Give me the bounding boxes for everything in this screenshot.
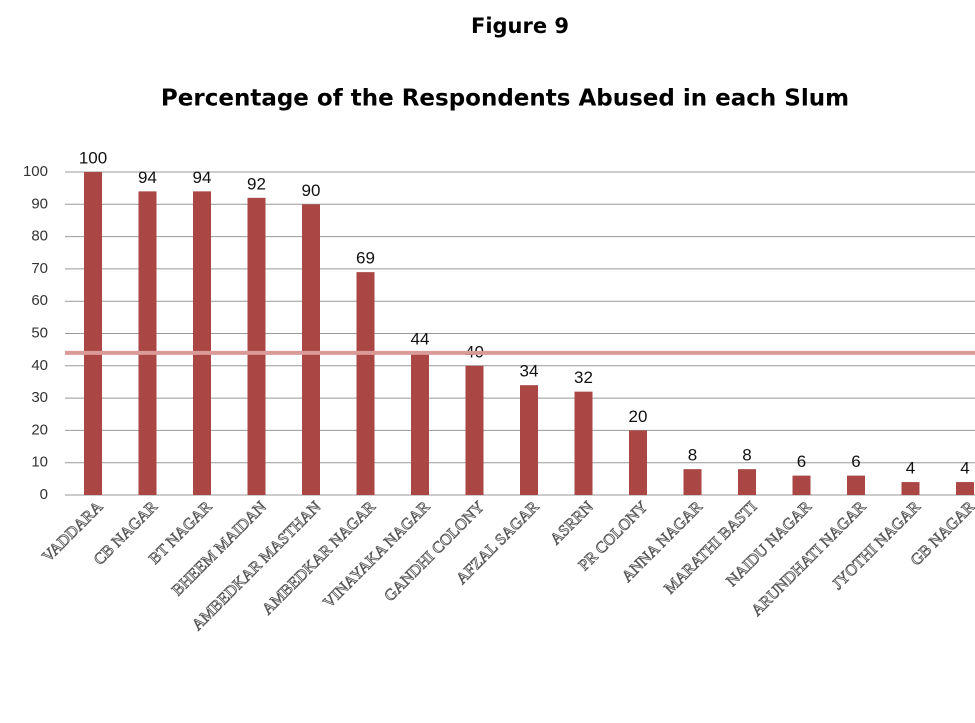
bar [901, 482, 920, 495]
y-tick-label: 80 [31, 228, 48, 245]
chart-title: Percentage of the Respondents Abused in … [161, 86, 849, 112]
bar [956, 482, 974, 495]
x-tick-label: GANDHI COLONY [381, 498, 488, 605]
value-label: 8 [742, 446, 751, 465]
bar [302, 204, 320, 496]
y-tick-label: 30 [31, 389, 48, 406]
y-tick-label: 100 [23, 163, 48, 180]
bar [465, 365, 484, 495]
value-label: 94 [193, 168, 212, 187]
bar [356, 272, 375, 495]
figure-label: Figure 9 [471, 14, 569, 38]
value-label: 100 [79, 148, 107, 167]
y-tick-label: 40 [31, 357, 48, 374]
value-label: 6 [851, 452, 860, 471]
bar [138, 191, 157, 495]
bar [247, 197, 266, 495]
y-tick-label: 70 [31, 260, 48, 277]
y-tick-label: 10 [31, 454, 48, 471]
x-tick-label: VINAYAKA NAGAR [320, 498, 433, 611]
value-label: 32 [574, 368, 593, 387]
x-tick-label: BHEEM MAIDAN [169, 498, 270, 599]
y-tick-label: 0 [40, 486, 48, 503]
bar [792, 475, 811, 495]
value-label: 34 [520, 362, 539, 381]
bar [411, 352, 429, 495]
value-label: 4 [960, 459, 969, 478]
value-label: 90 [302, 181, 321, 200]
value-label: 4 [906, 459, 915, 478]
value-label: 8 [688, 446, 697, 465]
value-label: 44 [411, 329, 430, 348]
value-label: 92 [247, 174, 266, 193]
bar [629, 430, 647, 495]
value-label: 69 [356, 249, 375, 268]
bar [683, 469, 702, 495]
bar [738, 469, 756, 495]
value-label: 20 [629, 407, 648, 426]
y-tick-label: 50 [31, 324, 48, 341]
x-tick-label: ASRRN [547, 498, 597, 548]
y-tick-label: 90 [31, 195, 48, 212]
y-tick-label: 60 [31, 292, 48, 309]
x-tick-label: MARATHI BASTI [661, 498, 760, 597]
bar [574, 391, 593, 495]
bar [84, 172, 102, 495]
value-label: 94 [138, 168, 157, 187]
y-tick-label: 20 [31, 421, 48, 438]
value-label: 6 [797, 452, 806, 471]
bar [193, 191, 211, 495]
bar [520, 385, 538, 495]
bar [847, 475, 865, 495]
